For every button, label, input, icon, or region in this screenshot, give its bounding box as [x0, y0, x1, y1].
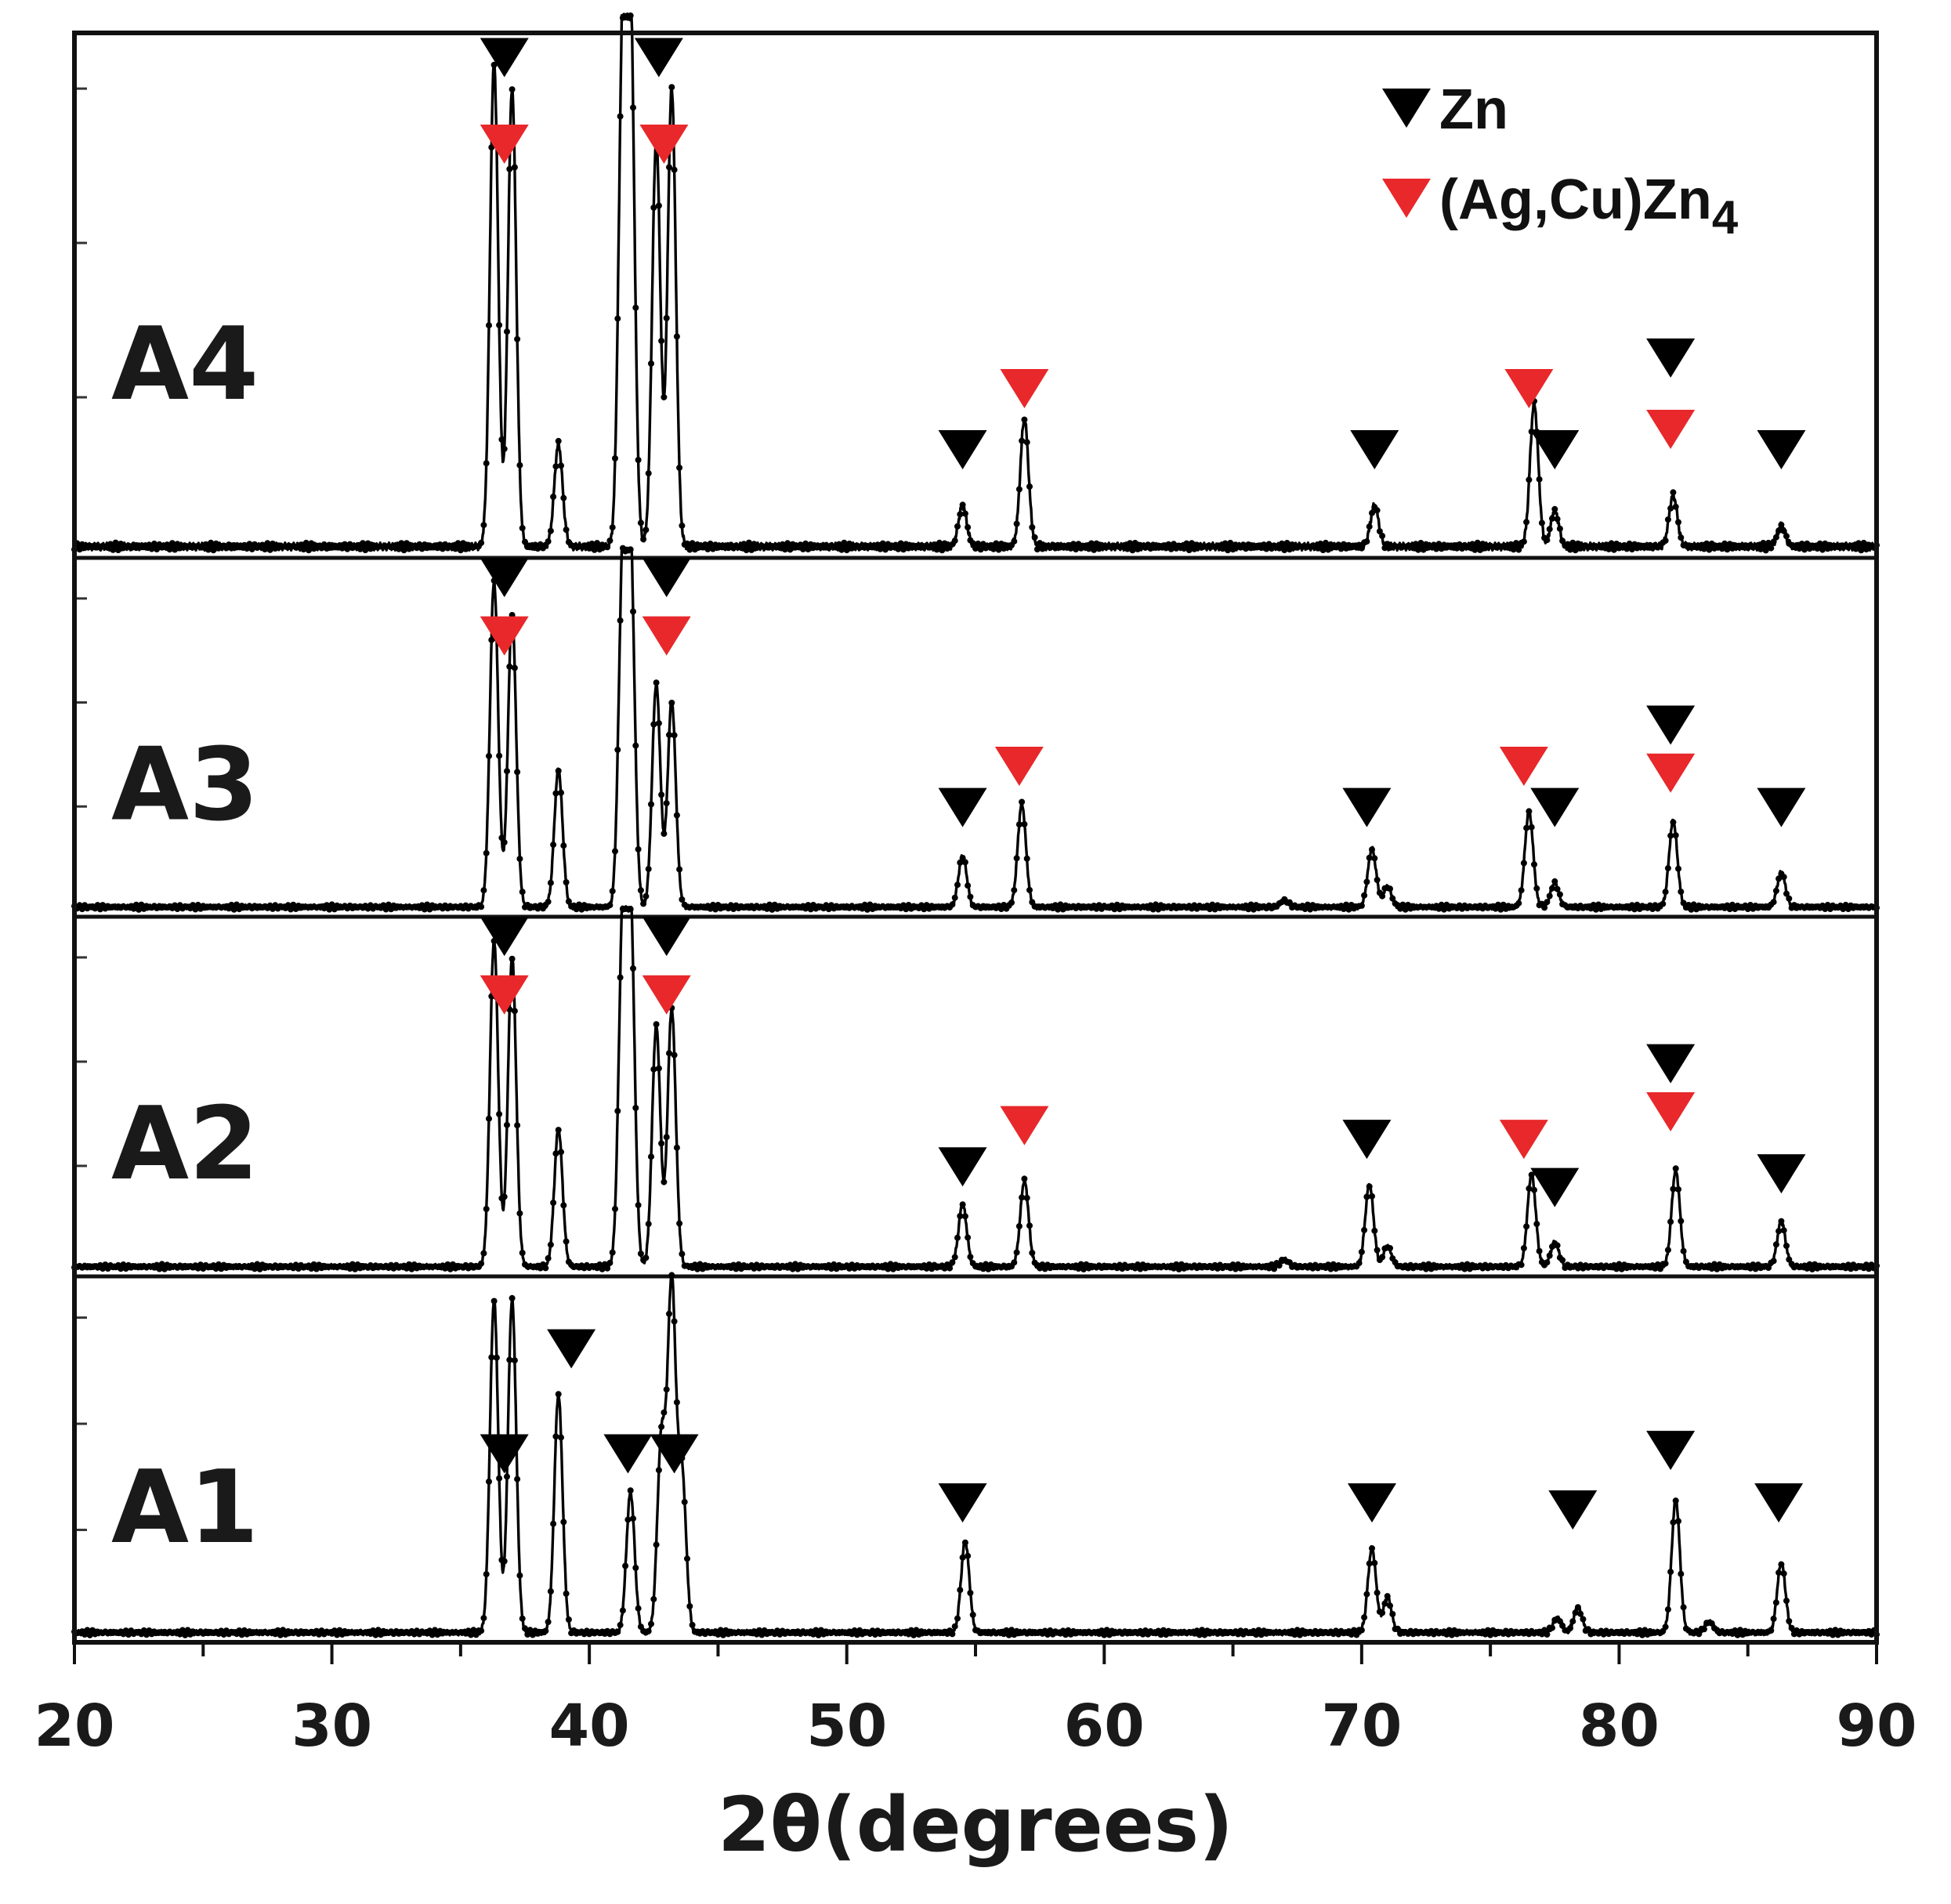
panel-label-a3: A3 — [111, 727, 259, 844]
x-tick-label: 60 — [1064, 1692, 1145, 1760]
legend-agcu-marker — [1382, 179, 1431, 218]
x-axis: 20 30 40 50 60 70 80 90 2θ(degrees) — [34, 1642, 1917, 1869]
panel-a3: A3 — [71, 545, 1880, 913]
zn-peak-marker — [1530, 430, 1580, 469]
agcu-peak-marker — [639, 125, 689, 164]
zn-peak-marker — [1646, 1431, 1696, 1471]
panel-a1: A1 — [71, 1272, 1880, 1638]
agcu-peak-marker — [994, 747, 1044, 787]
zn-peak-marker — [1342, 1120, 1392, 1160]
zn-peak-marker — [1530, 787, 1580, 827]
zn-peak-marker — [938, 1483, 987, 1523]
x-tick-label: 90 — [1837, 1692, 1917, 1760]
zn-peak-marker — [1754, 1483, 1804, 1523]
agcu-peak-marker — [480, 125, 529, 164]
zn-peak-marker — [1348, 1483, 1396, 1523]
panel-label-a4: A4 — [111, 306, 259, 423]
agcu-peak-marker — [1000, 369, 1049, 408]
zn-peak-marker — [1530, 1167, 1580, 1207]
zn-peak-marker — [480, 917, 529, 957]
agcu-peak-marker — [480, 975, 529, 1015]
agcu-peak-marker — [480, 616, 529, 656]
x-tick-label: 70 — [1321, 1692, 1402, 1760]
zn-peak-marker — [1757, 430, 1806, 469]
zn-peak-marker — [480, 38, 529, 78]
agcu-peak-marker — [1499, 1120, 1548, 1160]
zn-peak-marker — [480, 558, 529, 598]
panel-label-a1: A1 — [111, 1450, 259, 1566]
agcu-peak-marker — [1499, 747, 1548, 787]
zn-peak-marker — [1646, 1044, 1696, 1084]
zn-peak-marker — [1350, 430, 1399, 469]
panel-a2: A2 — [71, 905, 1880, 1272]
x-tick-label: 50 — [806, 1692, 887, 1760]
zn-peak-marker — [642, 558, 691, 598]
zn-peak-marker — [938, 787, 987, 827]
legend-subscript: 4 — [1712, 191, 1739, 244]
zn-peak-marker — [650, 1434, 699, 1474]
x-tick-label: 20 — [34, 1692, 115, 1760]
agcu-peak-marker — [642, 975, 691, 1015]
legend-zn-label: Zn — [1439, 78, 1508, 141]
panels-layer: A4 A3 A2 A1 — [71, 12, 1880, 1638]
zn-peak-marker — [1757, 1154, 1806, 1194]
x-tick-label: 30 — [291, 1692, 372, 1760]
zn-peak-marker — [1646, 705, 1696, 745]
zn-peak-marker — [1548, 1490, 1598, 1530]
zn-peak-marker — [938, 1147, 987, 1187]
agcu-peak-marker — [642, 616, 691, 656]
x-tick-label: 40 — [549, 1692, 630, 1760]
agcu-peak-marker — [1000, 1106, 1049, 1146]
zn-peak-marker — [1757, 787, 1806, 827]
zn-peak-marker — [1646, 338, 1696, 378]
agcu-peak-marker — [1646, 1092, 1696, 1132]
zn-peak-marker — [547, 1329, 596, 1369]
zn-peak-marker — [1342, 787, 1392, 827]
zn-peak-marker — [480, 1434, 529, 1474]
panel-a4: A4 — [71, 12, 1880, 554]
zn-peak-marker — [642, 917, 691, 957]
x-axis-title: 2θ(degrees) — [718, 1781, 1233, 1869]
panel-label-a2: A2 — [111, 1086, 259, 1203]
legend-zn-marker — [1382, 89, 1431, 128]
agcu-peak-marker — [1504, 369, 1554, 408]
zn-peak-marker — [634, 38, 683, 78]
zn-peak-marker — [938, 430, 987, 469]
agcu-peak-marker — [1646, 753, 1696, 793]
agcu-peak-marker — [1646, 410, 1696, 449]
zn-peak-marker — [603, 1434, 653, 1474]
x-tick-label: 80 — [1579, 1692, 1660, 1760]
